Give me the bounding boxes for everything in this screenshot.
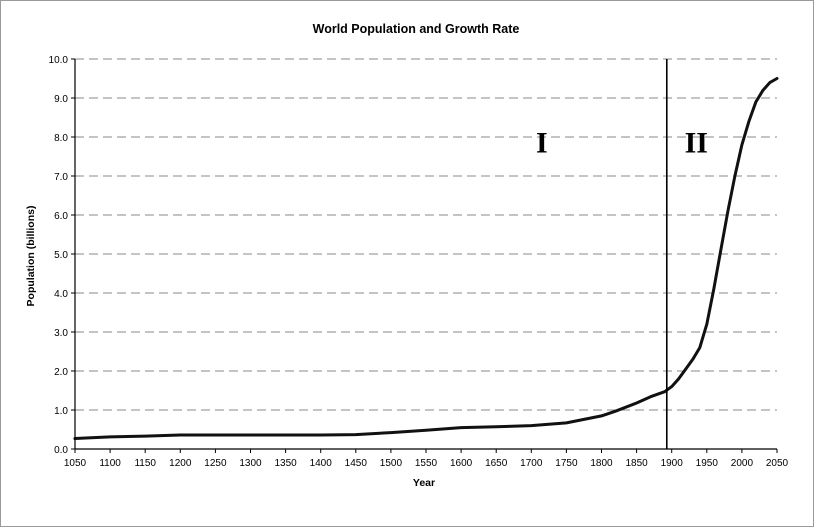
y-tick-label: 5.0 [54, 250, 68, 261]
chart-title: World Population and Growth Rate [313, 22, 520, 36]
x-axis-label: Year [413, 477, 435, 489]
x-tick-label: 1450 [345, 458, 368, 469]
annotations: I II [536, 127, 708, 160]
y-tick-label: 8.0 [54, 133, 68, 144]
gridlines [75, 58, 777, 411]
x-tick-label: 2050 [766, 458, 789, 469]
region-label: I [536, 127, 548, 160]
y-axis-label: Population (billions) [25, 206, 37, 307]
x-tick-label: 1700 [520, 458, 543, 469]
axis-ticks: 0.0 1.0 2.0 3.0 4.0 5.0 6.0 7.0 8.0 9.0 10.0 1050 11… [49, 55, 789, 469]
x-tick-label: 1350 [274, 458, 297, 469]
y-tick-label: 1.0 [54, 406, 68, 417]
y-tick-label: 7.0 [54, 172, 68, 183]
x-tick-label: 1300 [239, 458, 262, 469]
x-tick-label: 1150 [134, 458, 156, 469]
x-tick-label: 1750 [555, 458, 578, 469]
x-tick-label: 1250 [204, 458, 227, 469]
y-tick-label: 3.0 [54, 328, 68, 339]
y-tick-label: 9.0 [54, 94, 68, 105]
series-layer [73, 77, 779, 440]
y-tick-label: 10.0 [49, 55, 69, 66]
x-tick-label: 1500 [380, 458, 403, 469]
x-tick-label: 1950 [696, 458, 719, 469]
x-tick-label: 1650 [485, 458, 508, 469]
region-label: II [685, 127, 708, 160]
x-tick-label: 1400 [310, 458, 333, 469]
x-tick-label: 1200 [169, 458, 192, 469]
x-tick-label: 1600 [450, 458, 473, 469]
x-tick-label: 1100 [99, 458, 121, 469]
x-tick-label: 1050 [64, 458, 87, 469]
y-tick-label: 0.0 [54, 445, 68, 456]
x-tick-label: 1850 [625, 458, 648, 469]
axes [74, 59, 777, 450]
x-tick-label: 1800 [590, 458, 613, 469]
y-tick-label: 4.0 [54, 289, 68, 300]
population-line [73, 77, 779, 440]
y-tick-label: 6.0 [54, 211, 68, 222]
x-tick-label: 1550 [415, 458, 438, 469]
x-tick-label: 2000 [731, 458, 754, 469]
y-tick-label: 2.0 [54, 367, 68, 378]
x-tick-label: 1900 [661, 458, 684, 469]
